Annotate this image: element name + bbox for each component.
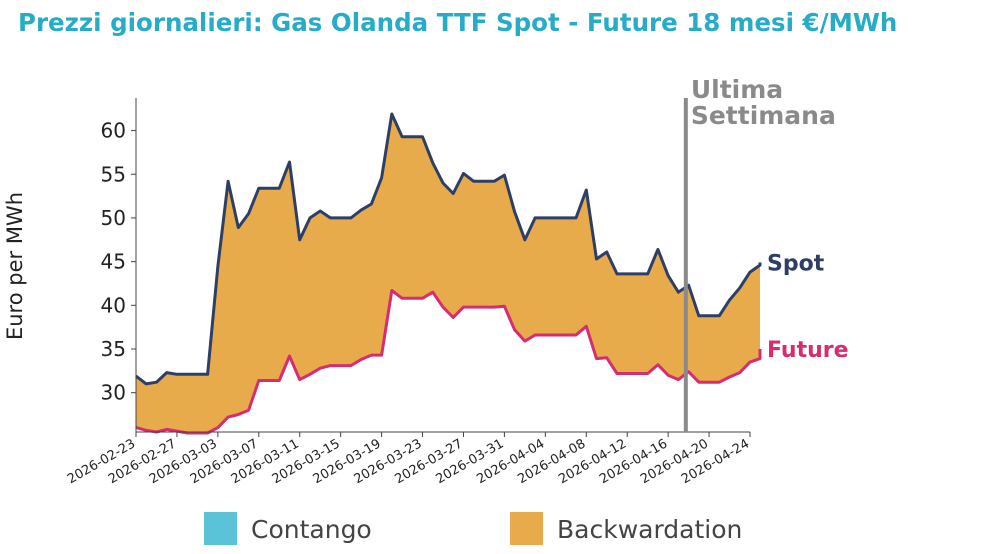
y-axis-label: Euro per MWh — [3, 192, 27, 340]
y-tick-label: 40 — [101, 293, 126, 317]
legend-label-contango: Contango — [251, 515, 372, 544]
series-label-spot: Spot — [767, 252, 825, 277]
y-tick-label: 55 — [101, 162, 126, 186]
legend-swatch-backwardation — [510, 512, 543, 545]
legend-swatch-contango — [204, 512, 237, 545]
y-tick-label: 30 — [101, 381, 126, 405]
y-tick-label: 35 — [101, 337, 126, 361]
series-label-future: Future — [767, 338, 849, 363]
series-line-spot — [135, 112, 762, 386]
backwardation-area — [136, 114, 760, 432]
y-tick-label: 50 — [101, 206, 126, 230]
last-week-label: Settimana — [691, 101, 836, 130]
chart-title: Prezzi giornalieri: Gas Olanda TTF Spot … — [18, 8, 897, 37]
last-week-label: Ultima — [691, 75, 783, 104]
y-tick-label: 45 — [101, 250, 126, 274]
plot-area: SpotFuture303540455055602026-02-232026-0… — [3, 75, 849, 545]
y-tick-label: 60 — [101, 119, 126, 143]
series-line-future — [135, 289, 762, 435]
legend-label-backwardation: Backwardation — [557, 515, 742, 544]
